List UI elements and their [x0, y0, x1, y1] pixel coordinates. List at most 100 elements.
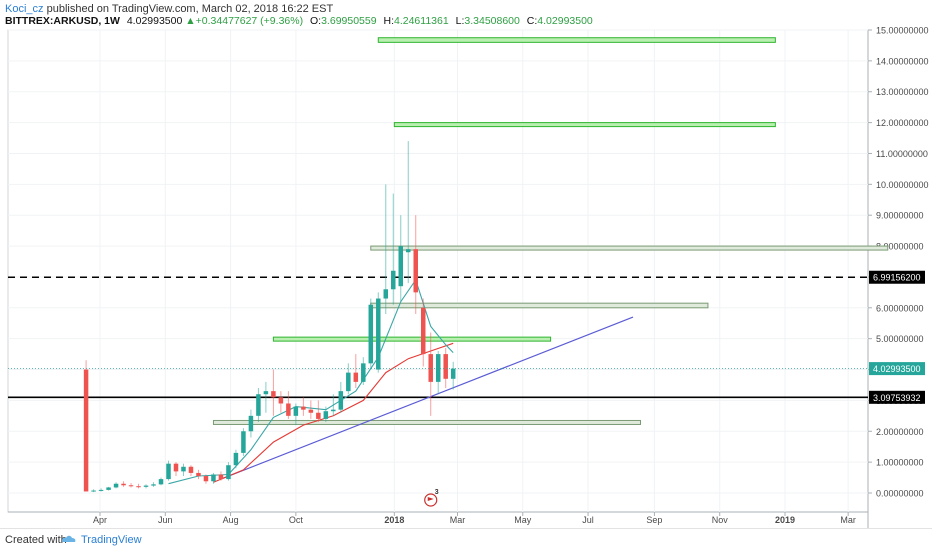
candle [158, 477, 164, 486]
high-value: 4.24611361 [394, 15, 449, 27]
price-axis-badge-label: 4.02993500 [873, 364, 921, 374]
candle-body [406, 249, 411, 253]
candle-body [443, 354, 448, 379]
open-label: O: [310, 15, 322, 27]
y-tick-label: 2.00000000 [876, 427, 924, 437]
x-tick-label: May [514, 515, 532, 525]
candle-body [233, 452, 239, 466]
candle-body [376, 298, 381, 370]
x-tick-label: 2018 [384, 515, 404, 525]
moving-average-slow-line [213, 342, 454, 483]
high-label: H: [383, 15, 395, 27]
candle [91, 489, 96, 493]
candle [450, 361, 456, 390]
candle [211, 472, 216, 484]
candle [113, 482, 119, 489]
candle-body [256, 394, 261, 416]
candle [226, 462, 231, 481]
candle-body [128, 485, 134, 487]
candle [353, 354, 359, 389]
candle [420, 298, 426, 367]
candle-body [106, 487, 111, 490]
low-value: 3.34508600 [464, 15, 520, 27]
tradingview-brand-link[interactable]: TradingView [81, 534, 142, 546]
close-value: 4.02993500 [537, 15, 593, 27]
candle [383, 184, 389, 314]
candle-body [211, 474, 216, 482]
y-tick-label: 14.00000000 [876, 56, 929, 66]
footer: Created with TradingView [0, 528, 932, 551]
candle [391, 193, 396, 305]
candle [435, 351, 441, 395]
candle-body [121, 483, 126, 486]
candle-body [113, 483, 119, 488]
price-axis-badge [869, 390, 925, 404]
price-zone [272, 336, 552, 342]
x-tick-label: Mar [840, 515, 856, 525]
y-tick-label: 11.00000000 [876, 149, 928, 159]
flag-icon [427, 497, 434, 503]
price-axis-badge [869, 270, 925, 284]
candle [301, 397, 306, 416]
candle-body [143, 485, 149, 487]
price-zone [370, 302, 709, 309]
up-arrow-icon: ▲ [185, 15, 196, 27]
price-zone [377, 37, 776, 43]
candle [188, 465, 194, 477]
y-tick-label: 9.00000000 [876, 211, 924, 221]
candle [248, 409, 254, 438]
candle [346, 363, 351, 395]
candle-body [218, 474, 224, 480]
candle-body [188, 466, 194, 473]
candle-body [391, 270, 396, 290]
candle [98, 488, 104, 492]
candle [263, 381, 269, 413]
candle [331, 394, 336, 416]
candle [323, 406, 329, 423]
candle [128, 483, 134, 488]
candle [83, 360, 89, 492]
open-value: 3.69950559 [321, 15, 377, 27]
candle [428, 332, 433, 416]
candle-body [226, 465, 231, 480]
author-link[interactable]: Koci_cz [5, 3, 44, 15]
candle-body [293, 406, 299, 416]
candle [443, 347, 448, 389]
candle-body [91, 490, 96, 492]
candle [203, 474, 209, 484]
candle-body [83, 369, 89, 492]
symbol-label[interactable]: BITTREX:ARKUSD, 1W [5, 15, 120, 27]
y-tick-label: 8.00000000 [876, 242, 924, 252]
candle [241, 428, 246, 456]
candle-body [98, 489, 104, 491]
price-zone [370, 245, 889, 251]
tradingview-logo-icon [62, 535, 76, 542]
y-tick-label: 6.00000000 [876, 303, 924, 313]
published-text: published on TradingView.com, March 02, … [46, 3, 334, 15]
candle-body [420, 307, 426, 355]
candle-body [428, 354, 433, 382]
publish-info: Koci_cz published on TradingView.com, Ma… [5, 3, 333, 15]
price-chart[interactable]: 0.000000001.000000002.000000003.00000000… [0, 0, 932, 528]
candle [376, 292, 381, 373]
candle-body [181, 466, 186, 472]
candle-body [196, 472, 201, 477]
x-tick-label: Nov [712, 515, 729, 525]
candle-body [398, 246, 404, 287]
candle [278, 391, 284, 413]
candle [233, 449, 239, 469]
candle-body [450, 368, 456, 379]
y-tick-label: 5.00000000 [876, 334, 924, 344]
y-tick-label: 13.00000000 [876, 87, 929, 97]
candle [256, 388, 261, 423]
candle [316, 400, 321, 423]
change-value: +0.34477627 (+9.36%) [195, 15, 304, 27]
candle [338, 381, 344, 413]
candle [173, 462, 179, 477]
candle [286, 391, 291, 419]
candle-body [151, 484, 156, 486]
last-price: 4.02993500 [126, 15, 183, 27]
plot-area [7, 29, 869, 513]
x-tick-label: Oct [289, 515, 304, 525]
x-tick-label: Aug [223, 515, 239, 525]
